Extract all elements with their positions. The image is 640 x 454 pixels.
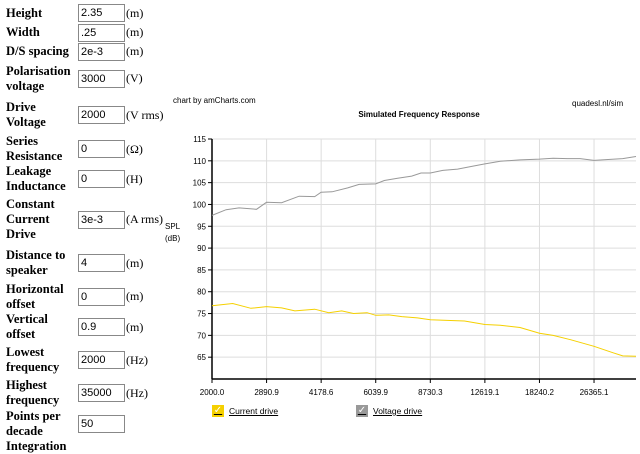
series-line-voltage-drive: [211, 156, 637, 216]
form-row: Highest frequency 35000 (Hz): [6, 378, 163, 408]
field-label: Lowest frequency: [6, 345, 60, 374]
field-label: Distance to speaker: [6, 248, 66, 277]
field-input[interactable]: .25: [78, 23, 125, 42]
field-input[interactable]: 2.35: [78, 4, 125, 22]
form-row: Horizontal offset 0 (m): [6, 281, 163, 312]
field-input[interactable]: 2000: [78, 106, 125, 124]
form-row: Lowest frequency 2000 (Hz): [6, 342, 163, 378]
y-tick-label: 115: [193, 135, 206, 144]
field-label: Polarisation voltage: [6, 63, 71, 93]
x-tick-label: 2890.9: [254, 388, 279, 397]
field-label: Integration: [6, 439, 67, 453]
y-tick-label: 75: [197, 310, 206, 319]
form-row: D/S spacing 2e-3 (m): [6, 42, 163, 61]
y-tick-label: 65: [197, 353, 206, 362]
field-label: Leakage Inductance: [6, 164, 66, 193]
field-label: Series Resistance: [6, 134, 63, 163]
field-unit: (V rms): [126, 107, 164, 122]
field-unit: (m): [126, 44, 144, 58]
field-unit: (m): [126, 319, 144, 334]
legend-item-current-drive[interactable]: ✓ Current drive: [212, 405, 278, 417]
chart-source: quadesl.nl/sim: [572, 99, 623, 108]
field-input[interactable]: 0.9: [78, 318, 125, 336]
y-axis-label-line1: SPL: [165, 222, 181, 231]
field-unit: (m): [126, 289, 144, 303]
form-row: Polarisation voltage 3000 (V): [6, 61, 163, 96]
field-label: Highest frequency: [6, 378, 60, 407]
series-line-current-drive: [211, 302, 637, 357]
field-input[interactable]: 2e-3: [78, 42, 125, 61]
field-unit: (m): [126, 5, 144, 20]
field-input[interactable]: 2000: [78, 351, 125, 369]
y-tick-label: 110: [193, 157, 206, 166]
checkbox-icon[interactable]: ✓: [356, 405, 368, 417]
y-tick-label: 100: [193, 200, 207, 209]
field-input[interactable]: 3e-3: [78, 210, 125, 229]
field-input[interactable]: 0: [78, 170, 125, 188]
y-tick-label: 80: [197, 288, 206, 297]
form-row: Series Resistance 0 (Ω): [6, 134, 163, 164]
legend-item-voltage-drive[interactable]: ✓ Voltage drive: [356, 405, 422, 417]
form-row: Vertical offset 0.9 (m): [6, 312, 163, 342]
x-tick-label: 4178.6: [309, 388, 334, 397]
legend-label: Current drive: [229, 406, 279, 416]
frequency-response-chart: chart by amCharts.com quadesl.nl/sim Sim…: [165, 96, 637, 397]
parameters-form: Height 2.35 (m) Width .25 (m) D/S spacing 2e-3(…: [6, 3, 163, 454]
field-label: Width: [6, 25, 40, 39]
field-unit: (Ω): [126, 141, 143, 156]
form-row: Width .25 (m): [6, 23, 163, 42]
field-label: Vertical offset: [6, 312, 48, 341]
field-unit: (m): [126, 25, 144, 39]
field-unit: (A rms): [126, 212, 163, 226]
checkbox-icon[interactable]: ✓: [212, 405, 224, 417]
form-row: Drive Voltage 2000 (V rms): [6, 96, 163, 134]
field-input[interactable]: 35000: [78, 384, 125, 402]
field-label: Horizontal offset: [6, 281, 64, 311]
field-input[interactable]: 50: [78, 414, 125, 433]
x-tick-label: 6039.9: [363, 388, 388, 397]
field-input[interactable]: 0: [78, 287, 125, 306]
field-label: Constant Current Drive: [6, 197, 55, 241]
x-tick-label: 12619.1: [470, 388, 499, 397]
y-tick-label: 90: [197, 244, 206, 253]
field-unit: (V): [126, 71, 143, 85]
form-row: Points per decade 50: [6, 408, 163, 439]
field-unit: (H): [126, 171, 143, 186]
field-unit: [126, 439, 163, 454]
field-label: D/S spacing: [6, 44, 69, 58]
x-tick-label: 2000.0: [200, 388, 225, 397]
field-label: Points per decade: [6, 408, 61, 438]
field-label: Height: [6, 5, 43, 20]
legend-label: Voltage drive: [373, 406, 423, 416]
x-tick-label: 18240.2: [525, 388, 554, 397]
field-input[interactable]: 4: [78, 254, 125, 272]
field-label: Drive Voltage: [6, 100, 46, 129]
field-unit: [126, 408, 163, 439]
form-row: Leakage Inductance 0 (H): [6, 164, 163, 194]
x-tick-label: 8730.3: [418, 388, 443, 397]
form-row: Height 2.35 (m): [6, 3, 163, 23]
y-tick-label: 70: [197, 331, 206, 340]
y-tick-label: 85: [197, 266, 206, 275]
field-unit: (Hz): [126, 352, 148, 367]
y-tick-label: 95: [197, 222, 206, 231]
field-input[interactable]: 0: [78, 140, 125, 158]
chart-credit[interactable]: chart by amCharts.com: [173, 96, 256, 105]
x-tick-label: 26365.1: [580, 388, 609, 397]
chart-title: Simulated Frequency Response: [358, 110, 480, 119]
field-unit: (m): [126, 255, 144, 270]
form-row: Integration: [6, 439, 163, 454]
form-row: Constant Current Drive 3e-3 (A rms): [6, 194, 163, 245]
y-tick-label: 105: [193, 179, 207, 188]
field-input[interactable]: 3000: [78, 69, 125, 88]
field-unit: (Hz): [126, 385, 148, 400]
form-row: Distance to speaker 4 (m): [6, 245, 163, 281]
y-axis-label-line2: (dB): [165, 234, 180, 243]
